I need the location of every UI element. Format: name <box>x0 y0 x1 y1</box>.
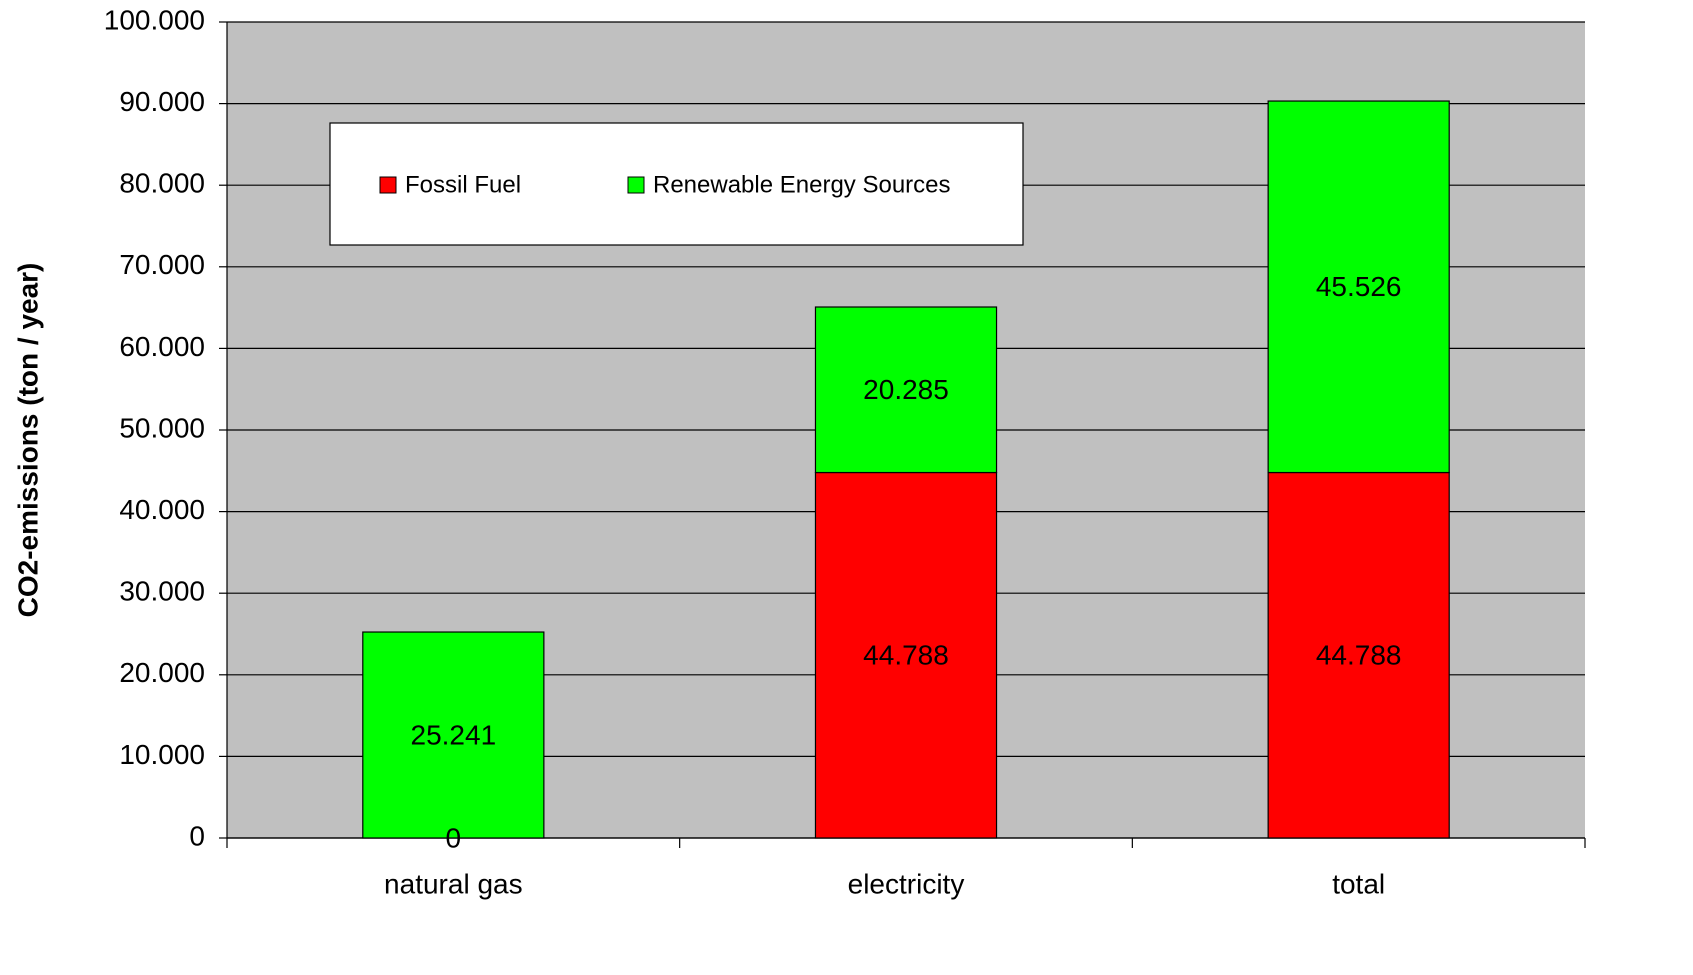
x-tick-label: total <box>1332 868 1385 899</box>
y-tick-label: 30.000 <box>119 576 205 607</box>
legend-swatch <box>627 176 645 194</box>
data-label: 44.788 <box>863 640 949 671</box>
x-tick-label: electricity <box>848 868 965 899</box>
legend-label: Renewable Energy Sources <box>653 171 951 198</box>
bar-segment <box>814 471 998 839</box>
data-label: 25.241 <box>411 719 497 750</box>
y-tick-label: 70.000 <box>119 249 205 280</box>
y-tick-label: 0 <box>189 820 205 851</box>
y-tick-label: 10.000 <box>119 739 205 770</box>
data-label: 0 <box>446 822 462 853</box>
bar-segment <box>1267 100 1450 474</box>
x-tick-label: natural gas <box>384 868 523 899</box>
y-tick-label: 100.000 <box>104 4 205 35</box>
y-tick-label: 60.000 <box>119 331 205 362</box>
y-axis-title: CO2-emissions (ton / year) <box>12 263 43 618</box>
y-tick-label: 20.000 <box>119 657 205 688</box>
data-label: 44.788 <box>1316 640 1402 671</box>
bar-segment <box>362 631 545 839</box>
y-tick-label: 40.000 <box>119 494 205 525</box>
data-label: 20.285 <box>863 374 949 405</box>
legend-box <box>329 122 1024 246</box>
bar-segment <box>814 306 998 474</box>
legend-swatch <box>379 176 397 194</box>
bar-segment <box>1267 471 1450 839</box>
y-tick-label: 90.000 <box>119 86 205 117</box>
y-tick-label: 50.000 <box>119 412 205 443</box>
y-tick-label: 80.000 <box>119 168 205 199</box>
legend-label: Fossil Fuel <box>405 171 521 198</box>
data-label: 45.526 <box>1316 271 1402 302</box>
